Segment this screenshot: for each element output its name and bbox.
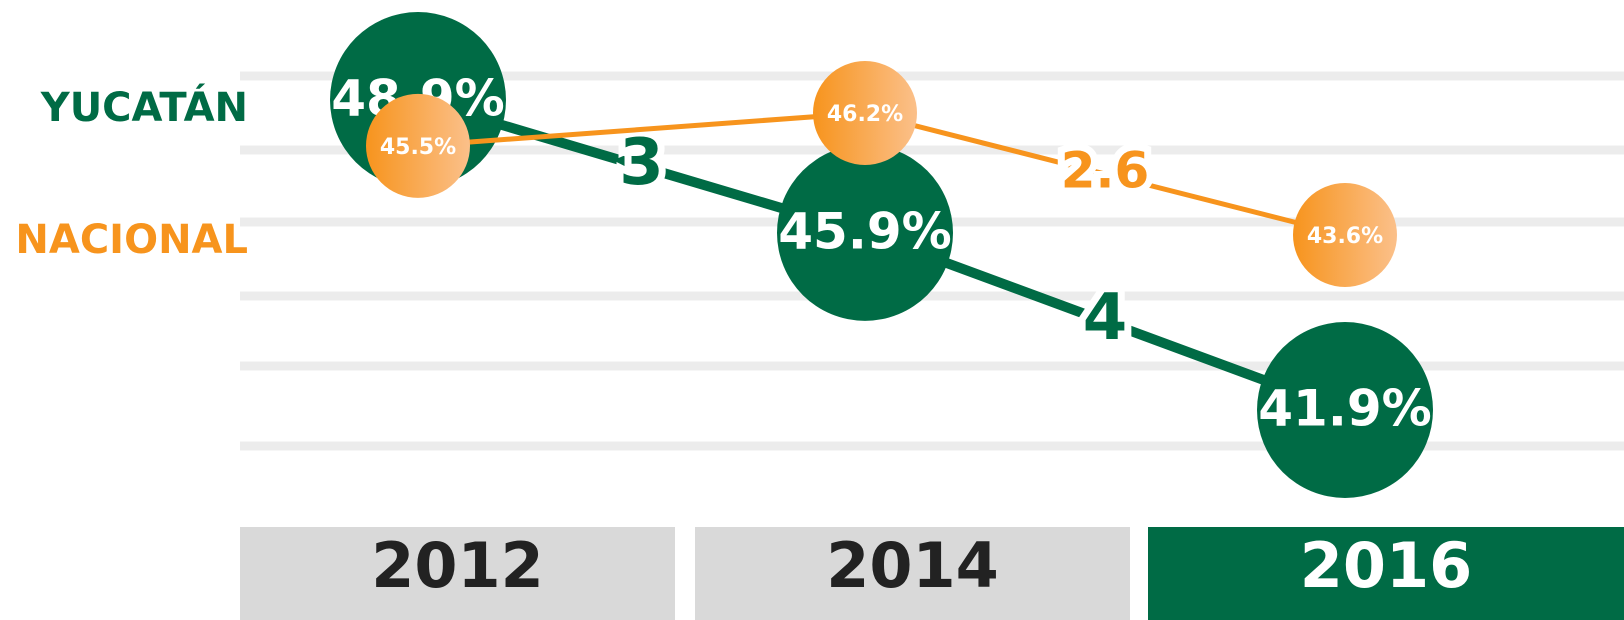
data-point — [777, 144, 953, 321]
data-point — [813, 61, 917, 165]
x-tick-label: 2012 — [371, 529, 544, 602]
x-tick-label: 2014 — [826, 529, 999, 602]
change-label: 2.6 — [1061, 142, 1150, 200]
data-label: 45.5% — [380, 135, 456, 160]
legend-label: YUCATÁN — [40, 83, 248, 131]
data-point — [1257, 322, 1433, 498]
category-box — [1148, 527, 1624, 620]
data-label: 45.9% — [778, 202, 951, 260]
category-box — [240, 527, 675, 620]
category-box — [695, 527, 1130, 620]
data-label: 43.6% — [1307, 224, 1383, 249]
change-label: 4 — [1083, 281, 1128, 355]
x-tick-label: 2016 — [1300, 529, 1473, 602]
legend-label: NACIONAL — [15, 217, 248, 263]
data-point — [1293, 183, 1397, 287]
data-label: 46.2% — [827, 102, 903, 127]
data-label: 41.9% — [1258, 380, 1431, 438]
data-point — [366, 93, 470, 198]
change-label: 3 — [619, 126, 664, 200]
